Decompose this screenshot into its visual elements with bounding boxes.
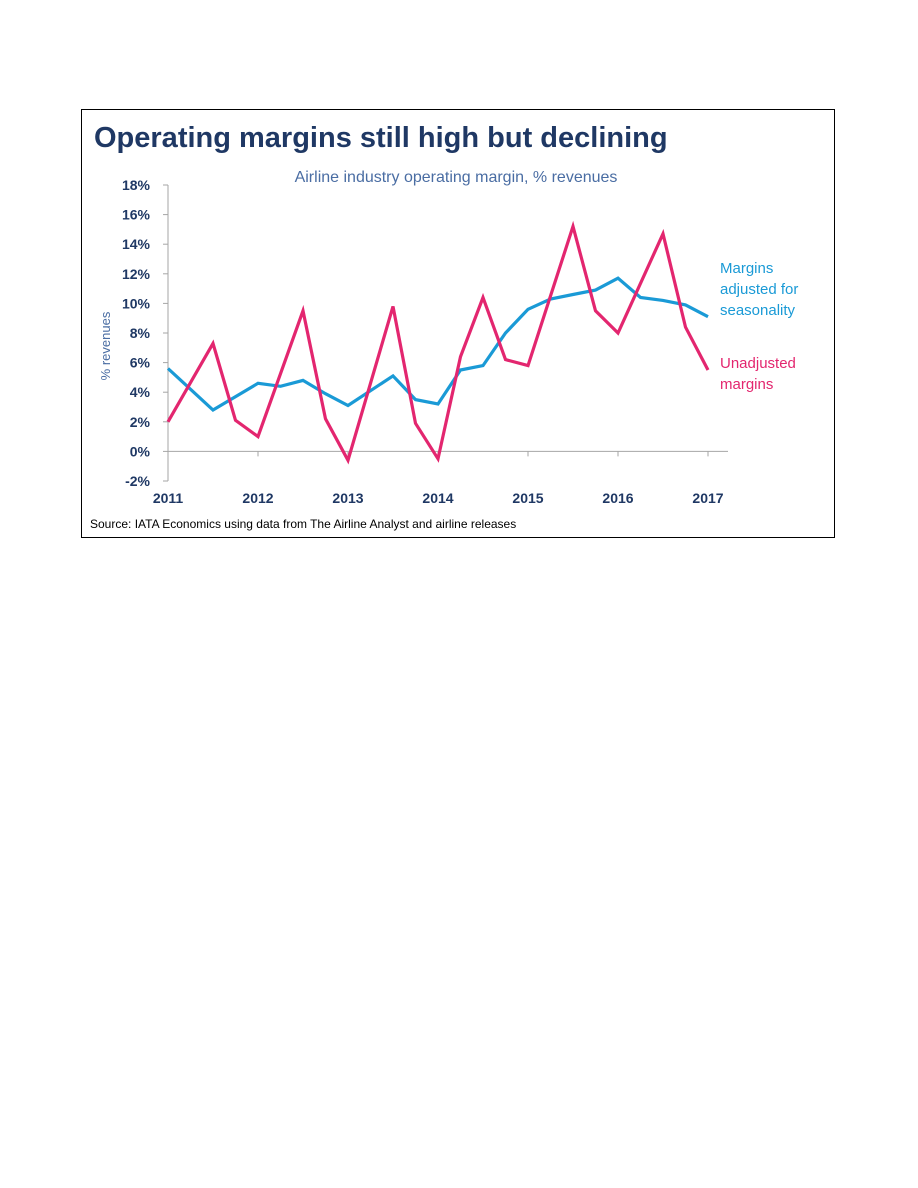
source-note: Source: IATA Economics using data from T… [90,517,517,531]
x-tick-label: 2016 [602,490,633,506]
x-tick-label: 2011 [153,490,184,506]
series-label-unadjusted: Unadjusted margins [720,355,796,393]
x-tick-label: 2014 [422,490,453,506]
x-tick-label: 2017 [692,490,723,506]
x-tick-label: 2013 [332,490,363,506]
series-label-line: adjusted for [720,281,798,298]
y-tick-label: 8% [130,325,151,341]
y-tick-label: -2% [125,473,150,489]
chart-frame: Operating margins still high but declini… [81,109,835,538]
x-tick-label: 2012 [242,490,273,506]
axes: 18% 16% 14% 12% 10% 8% 6% 4% 2% 0% -2%2011 2012 2013… [122,177,728,506]
chart-svg: Airline industry operating margin, % rev… [98,169,798,506]
series-label-line: seasonality [720,302,796,319]
y-tick-label: 4% [130,384,151,400]
chart-subtitle: Airline industry operating margin, % rev… [295,169,618,186]
series-group [166,220,710,465]
y-tick-label: 16% [122,207,151,223]
y-tick-label: 2% [130,414,151,430]
series-labels: Margins adjusted for seasonality Unadjusted… [720,260,798,393]
series-label-line: margins [720,376,773,393]
series-label-line: Margins [720,260,773,277]
series-line-unadjusted [166,220,710,465]
y-tick-label: 14% [122,236,151,252]
y-tick-label: 0% [130,443,151,459]
chart-title: Operating margins still high but declini… [94,122,668,154]
y-tick-label: 12% [122,266,151,282]
series-label-adjusted: Margins adjusted for seasonality [720,260,798,319]
x-tick-label: 2015 [512,490,543,506]
y-tick-label: 6% [130,355,151,371]
y-tick-label: 10% [122,295,151,311]
y-axis-label: % revenues [98,311,113,380]
series-line-adjusted [166,276,709,412]
y-tick-label: 18% [122,177,151,193]
series-label-line: Unadjusted [720,355,796,372]
